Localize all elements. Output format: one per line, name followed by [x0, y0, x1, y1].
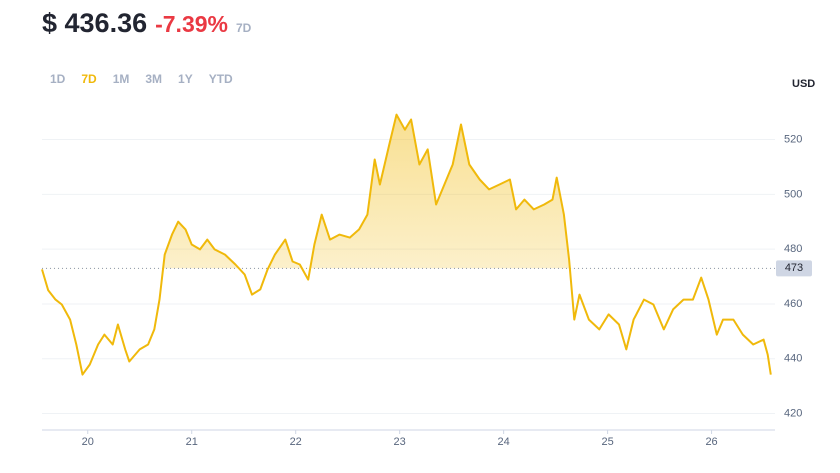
y-tick-label: 520	[784, 133, 802, 145]
range-tab[interactable]: 1Y	[178, 72, 193, 86]
price: $ 436.36	[42, 8, 148, 38]
range-tab[interactable]: 7D	[81, 72, 97, 86]
price-change: -7.39%	[155, 11, 228, 37]
range-tab[interactable]: 3M	[145, 72, 163, 86]
x-tick-label: 21	[186, 436, 198, 448]
y-tick-label: 460	[784, 298, 802, 310]
range-tabs: 1D 7D 1M 3M 1Y YTD	[42, 70, 241, 88]
x-tick-label: 22	[290, 436, 302, 448]
y-axis-label: USD	[792, 78, 815, 90]
period: 7D	[235, 21, 252, 35]
y-tick-label: 480	[784, 243, 802, 255]
header: $ 436.36 -7.39% 7D	[42, 8, 251, 39]
price-line	[41, 113, 772, 376]
baseline-tag	[776, 260, 812, 277]
baseline-label: 473	[785, 262, 803, 274]
x-tick-label: 24	[498, 436, 510, 448]
x-tick-label: 23	[394, 436, 406, 448]
y-tick-label: 440	[784, 353, 802, 365]
range-tab[interactable]: 1M	[112, 72, 130, 86]
x-tick-label: 26	[705, 436, 717, 448]
range-tab[interactable]: 1D	[50, 72, 66, 86]
x-tick-label: 25	[601, 436, 613, 448]
y-tick-label: 420	[784, 407, 802, 419]
range-tab[interactable]: YTD	[208, 72, 233, 86]
area	[163, 114, 570, 269]
y-tick-label: 500	[784, 188, 802, 200]
x-tick-label: 20	[82, 436, 94, 448]
